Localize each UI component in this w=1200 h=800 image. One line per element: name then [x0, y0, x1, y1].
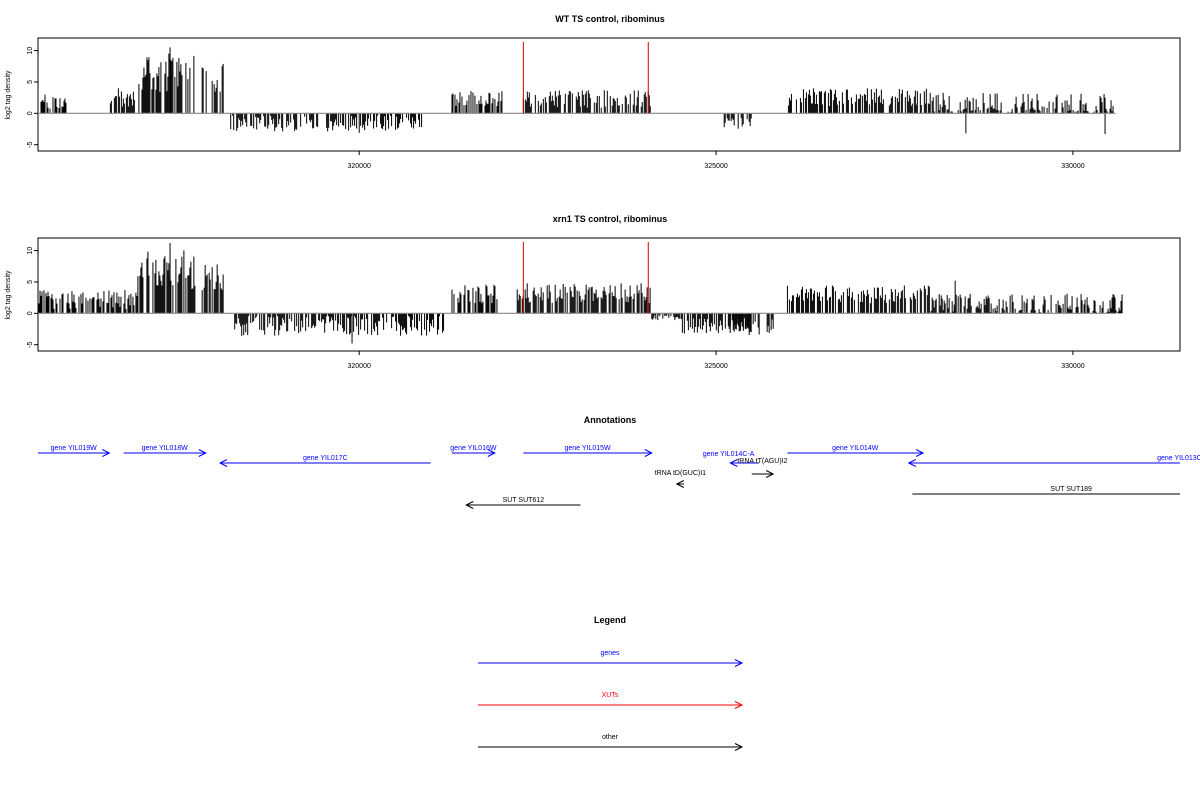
x-tick-label: 330000 [1061, 163, 1084, 170]
x-tick-label: 330000 [1061, 363, 1084, 370]
feature-arrowhead [765, 470, 775, 478]
feature-arrowhead [907, 459, 916, 467]
y-tick-label: -5 [27, 142, 34, 148]
y-tick-label: 0 [27, 111, 34, 115]
legend-items: genes XUTs other [478, 650, 744, 751]
annotation-features: gene YIL019W gene YIL018W gene YIL017C gene… [38, 445, 1200, 509]
wt-plot-frame [37, 37, 1181, 152]
legend-arrowhead [734, 701, 744, 709]
y-tick-label: -5 [27, 342, 34, 348]
y-tick-label: 5 [27, 280, 34, 284]
xrn1-y-axis-label: log2 tag density [5, 270, 12, 320]
feature-label: gene YIL016W [450, 445, 497, 452]
feature-label: gene YIL014W [832, 445, 879, 452]
wt-track-title: WT TS control, ribominus [555, 14, 665, 24]
xrn1-track-title: xrn1 TS control, ribominus [553, 214, 668, 224]
x-tick-label: 325000 [704, 363, 727, 370]
feature-arrowhead [218, 459, 228, 467]
feature-label: gene YIL017C [303, 455, 348, 462]
legend-panel: Legend genes XUTs other [478, 615, 744, 751]
feature-arrowhead [729, 459, 738, 467]
annotations-panel: Annotations gene YIL019W gene YIL018Wgene… [38, 415, 1200, 509]
legend-label: XUTs [602, 692, 619, 699]
legend-label: other [602, 734, 619, 741]
feature-arrowhead [465, 501, 474, 509]
wt-plot-area: -5 0 5 10 320000 325000 330000 [27, 42, 1116, 170]
x-tick-label: 325000 [704, 163, 727, 170]
y-tick-label: 10 [27, 47, 34, 55]
legend-arrowhead [734, 743, 744, 751]
y-tick-label: 5 [27, 80, 34, 84]
y-tick-label: 0 [27, 311, 34, 315]
x-tick-label: 320000 [348, 363, 371, 370]
x-tick-label: 320000 [348, 163, 371, 170]
feature-label: gene YIL015W [564, 445, 611, 452]
wt-y-axis-label: log2 tag density [5, 70, 12, 120]
annotations-title: Annotations [584, 415, 637, 425]
feature-arrowhead [675, 480, 685, 488]
feature-label: tRNA tD(GUC)I1 [655, 470, 706, 477]
legend-label: genes [600, 650, 620, 657]
feature-label: tRNA tT(AGU)I2 [737, 458, 787, 465]
legend-arrowhead [734, 659, 744, 667]
feature-label: gene YIL018W [142, 445, 189, 452]
xrn1-plot-area: -5 0 5 10 320000 325000 330000 [27, 242, 1123, 370]
feature-label: gene YIL014C-A [703, 451, 755, 458]
legend-title: Legend [594, 615, 626, 625]
feature-label: SUT SUT189 [1050, 486, 1092, 493]
xrn1-track-panel: xrn1 TS control, ribominus log2 tag dens… [5, 214, 1181, 370]
feature-arrowhead [487, 449, 496, 457]
y-tick-label: 10 [27, 247, 34, 255]
feature-label: gene YIL013C [1157, 455, 1200, 462]
feature-label: gene YIL019W [51, 445, 98, 452]
feature-arrowhead [644, 449, 653, 457]
xrn1-plot-frame [37, 237, 1181, 352]
feature-arrowhead [198, 449, 207, 457]
feature-label: SUT SUT612 [503, 497, 545, 504]
wt-track-panel: WT TS control, ribominus log2 tag densit… [5, 14, 1181, 170]
feature-arrowhead [915, 449, 925, 457]
feature-arrowhead [102, 449, 111, 457]
